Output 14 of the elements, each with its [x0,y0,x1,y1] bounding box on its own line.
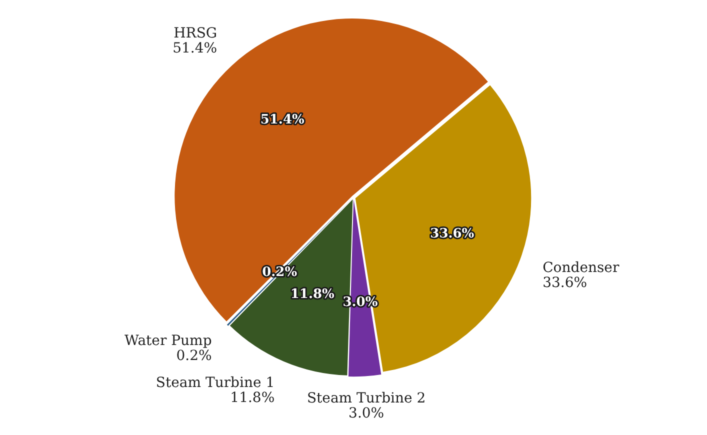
slice-label: Water Pump [124,332,212,349]
text: 0.2% [176,348,212,364]
data-label: 0.2% [262,264,298,280]
slice-label: Condenser [542,260,620,276]
data-label: 51.4% [260,112,305,128]
text: 33.6% [542,274,588,291]
text: 11.8% [230,390,275,406]
text: 51.4% [172,40,218,56]
text: 3.0% [348,406,384,422]
data-label: 11.8% [290,286,336,302]
slice-label: Steam Turbine 2 [306,390,426,407]
data-label: 33.6% [430,226,475,242]
slice-label: HRSG [174,25,218,42]
slice-label: Steam Turbine 1 [156,374,275,391]
